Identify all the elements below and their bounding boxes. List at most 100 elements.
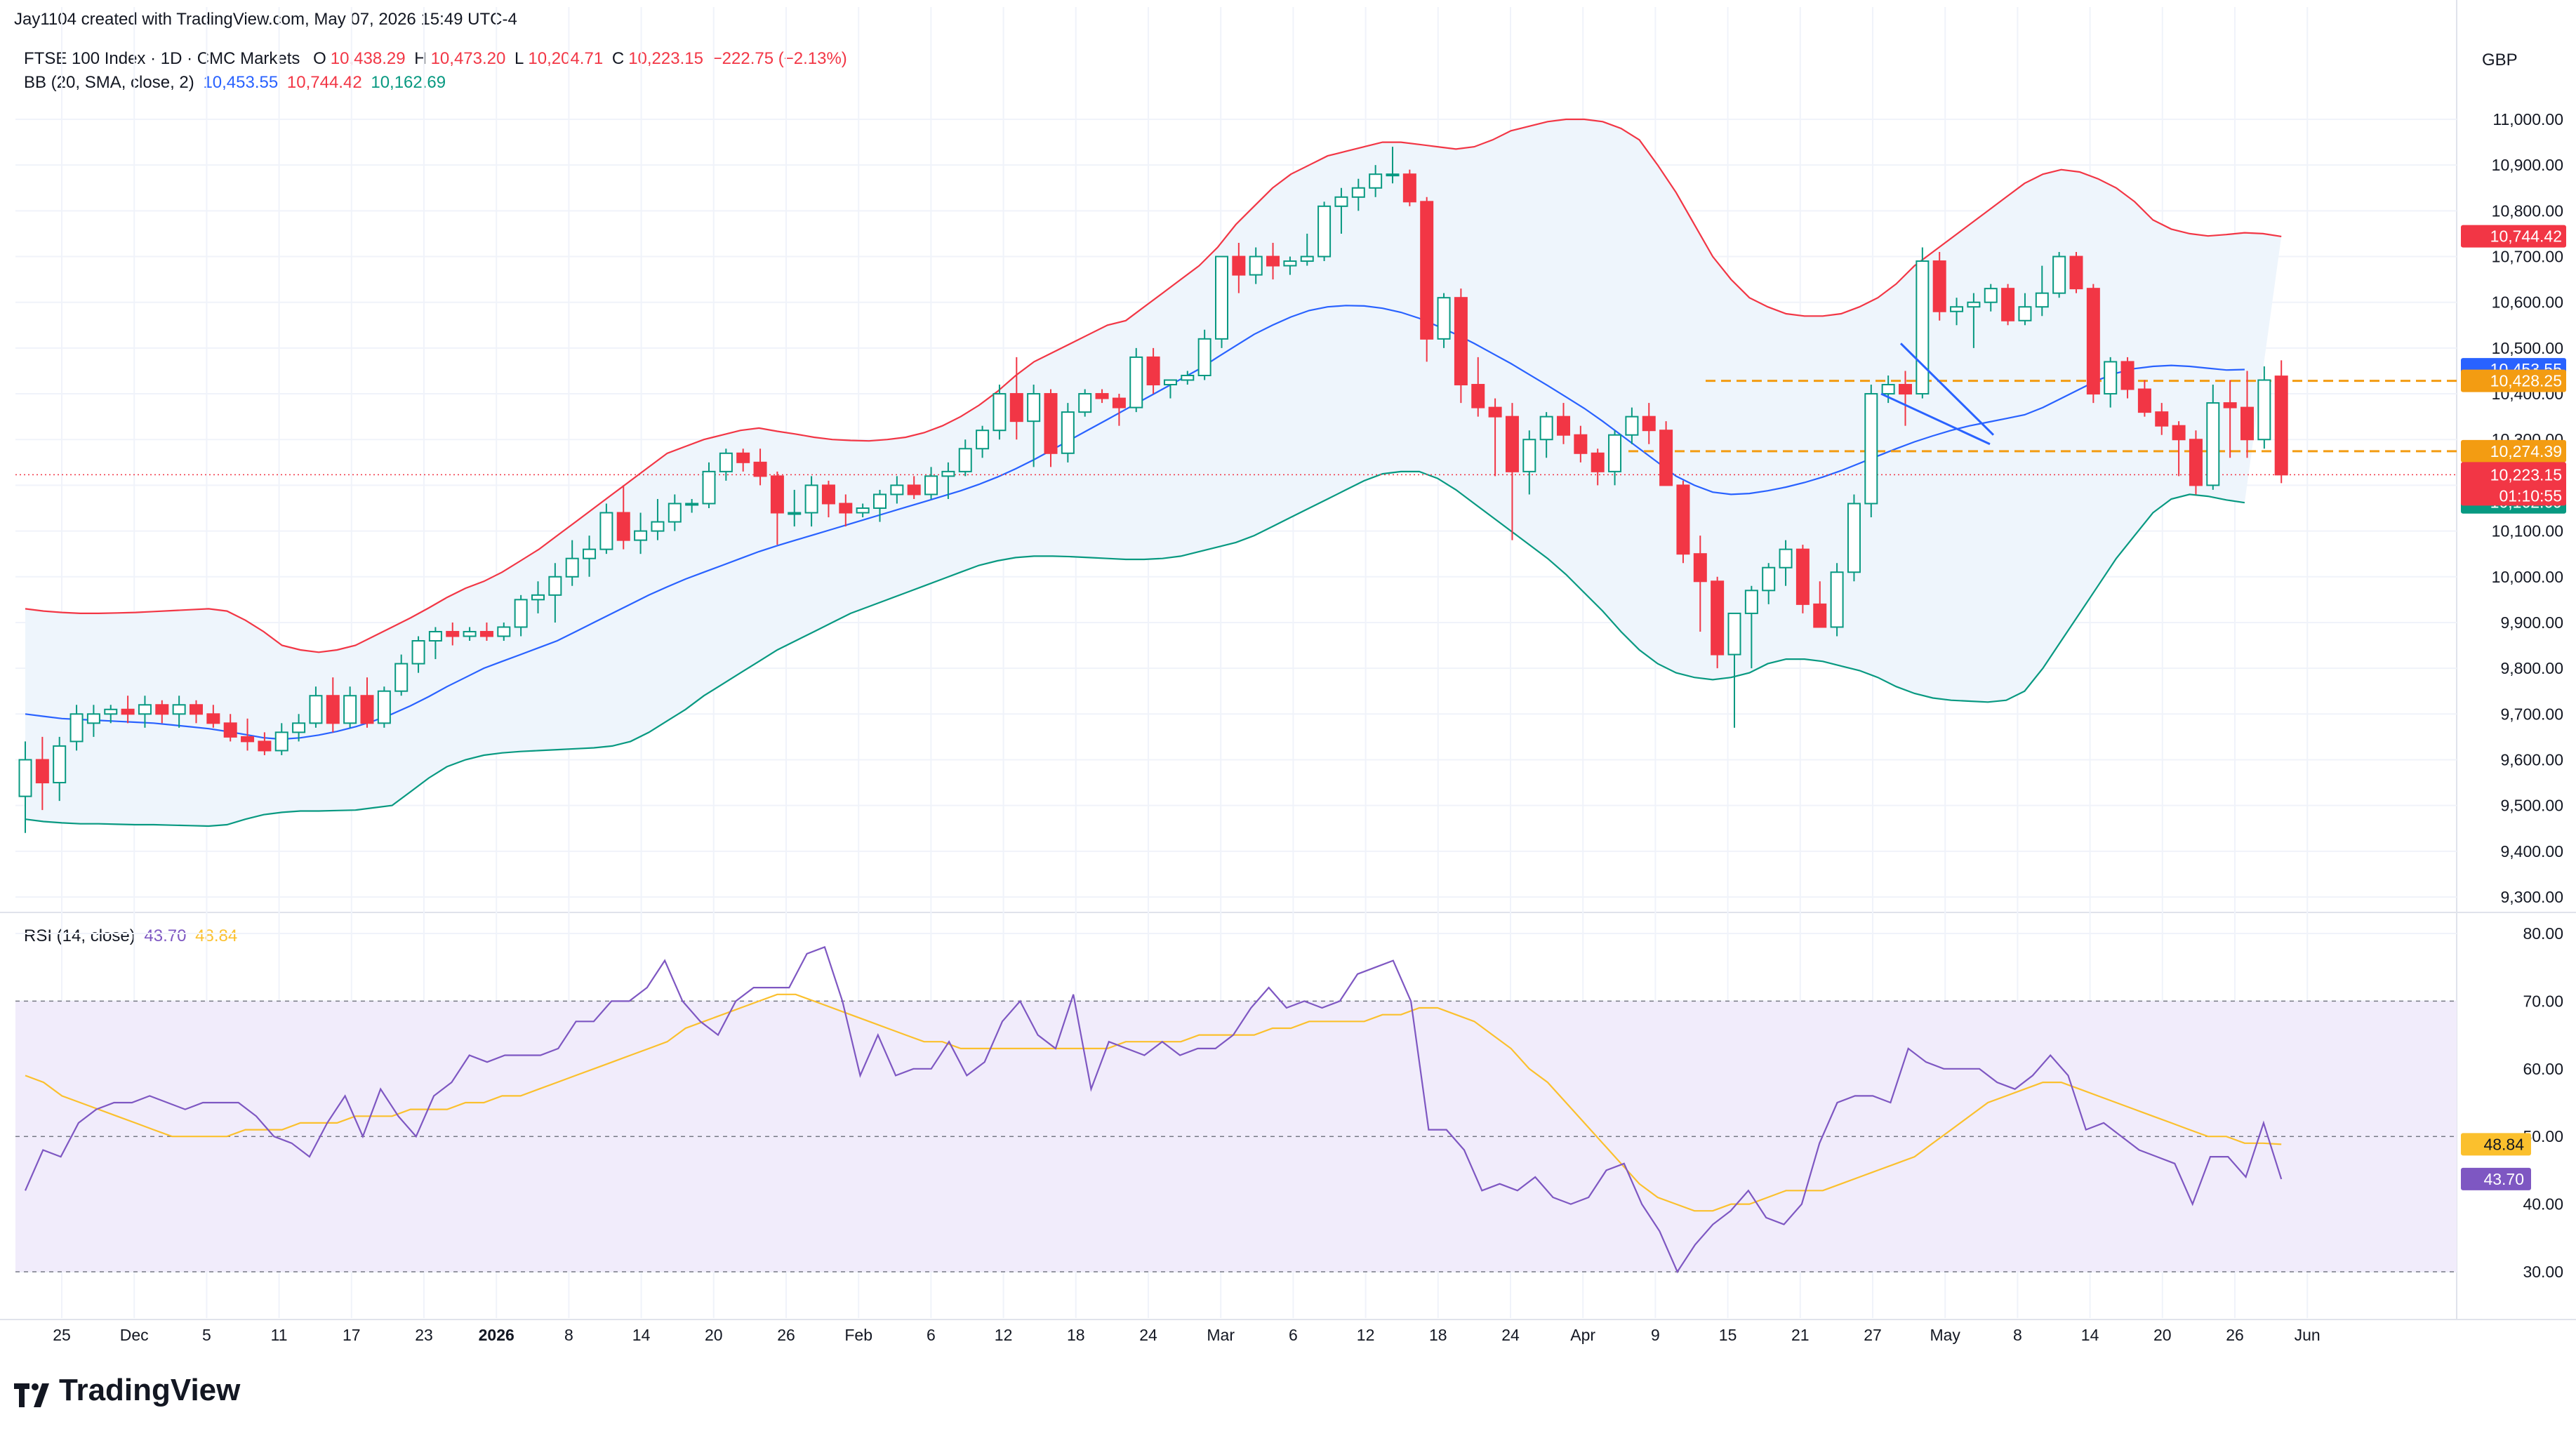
candle-body [1078,393,1092,413]
candle-body [1762,566,1776,592]
candle [1300,233,1314,266]
bb-label[interactable]: BB (20, SMA, close, 2) [24,73,194,92]
candle-body [2120,361,2135,390]
rsi-legend: RSI (14, close) 43.70 48.84 [24,926,241,946]
candle [1061,403,1075,463]
ohlc-open: 10,438.29 [330,49,406,68]
candle-body [274,731,288,752]
candle [190,700,203,724]
symbol-line[interactable]: FTSE 100 Index · 1D · CMC Markets [24,49,300,68]
candle [685,498,699,513]
time-tick-label: 9 [1651,1326,1660,1344]
time-axis: 25 Dec 5 11 17 23 2026 8 14 20 26 Feb 6 12 18 24 Mar 6 12 1… [53,1326,2321,1344]
horizontal-levels [1628,380,2457,453]
rsi-value: 43.70 [144,926,187,945]
candle [1420,197,1434,362]
candle [1351,178,1365,211]
price-tick-label: 10,500.00 [2492,339,2563,357]
candle-body [292,722,306,733]
candle-body [1197,338,1211,376]
price-tick-label: 10,600.00 [2492,293,2563,312]
candle-body [1112,397,1126,408]
candle [1659,421,1673,486]
time-tick-label: 12 [995,1326,1013,1344]
candle [548,563,562,623]
candle [2035,265,2049,317]
candle [958,439,972,477]
candle-body [856,507,870,514]
bb-upper-value: 10,744.42 [286,73,362,92]
candle [326,677,340,733]
price-tick-label: 9,600.00 [2500,750,2563,769]
candle-body [2086,288,2100,395]
candle-body [753,461,767,477]
candle-body [1009,393,1023,423]
candle [1334,187,1348,234]
candle-body [1899,384,1912,395]
candle-body [1591,452,1605,472]
candle-body [2035,292,2049,308]
candle [1881,375,1895,404]
time-tick-label: 20 [2153,1326,2172,1344]
candle-body [1916,260,1930,395]
price-tags: 10,744.4210,453.5510,428.2510,274.3910,1… [2461,225,2566,514]
candle-body [2155,411,2169,427]
candle [821,480,835,518]
time-tick-label: Mar [1207,1326,1235,1344]
rsi-label[interactable]: RSI (14, close) [24,926,135,945]
candle [531,581,545,613]
candle-body [1402,173,1416,203]
candle [138,696,152,728]
candle [1437,293,1451,348]
candle-body [1539,416,1553,441]
wedge-upper-line [1899,343,1995,436]
price-tag-bg [2461,369,2566,392]
price-tag: 10,744.42 [2461,225,2566,248]
candle [1505,403,1519,540]
candle [890,476,904,504]
candle-body [1608,434,1622,472]
last-price-tag: 10,223.15 01:10:55 [2461,462,2566,506]
currency-label[interactable]: GBP [2482,51,2518,69]
candle [565,540,579,586]
candle-body [326,695,340,724]
candle-body [2104,361,2118,395]
candle [1009,357,1023,440]
time-tick-label: 11 [271,1326,288,1344]
candle [1454,288,1468,404]
candle-body [1351,187,1365,198]
tradingview-logo[interactable]: TradingView [14,1373,240,1408]
candle [343,686,357,728]
time-tick-label: 5 [202,1326,211,1344]
candle [104,705,118,724]
candle-body [651,521,665,532]
candle [1642,403,1656,444]
time-tick-label: 21 [1791,1326,1810,1344]
candle-body [104,708,118,715]
candle-body [428,630,442,642]
candle [616,485,630,550]
candle [992,385,1007,440]
candle [804,476,818,527]
candle-body [1642,416,1656,432]
candle [2274,360,2288,484]
candle [53,736,67,802]
price-tick-label: 9,300.00 [2500,888,2563,906]
candle-body [1044,393,1058,454]
time-tick-label: 23 [415,1326,433,1344]
candle-body [821,484,835,505]
candle [2189,430,2203,495]
price-tick-label: 10,000.00 [2492,568,2563,586]
price-tick-label: 9,400.00 [2500,842,2563,860]
candle-body [1950,306,1964,312]
candle-body [497,626,511,637]
candle [702,462,716,508]
candle [241,718,255,751]
candle-body [155,704,169,715]
candle [172,696,186,728]
candle [668,494,682,531]
time-tick-label: 27 [1864,1326,1882,1344]
candle [309,686,323,728]
candle-body [1283,260,1297,267]
